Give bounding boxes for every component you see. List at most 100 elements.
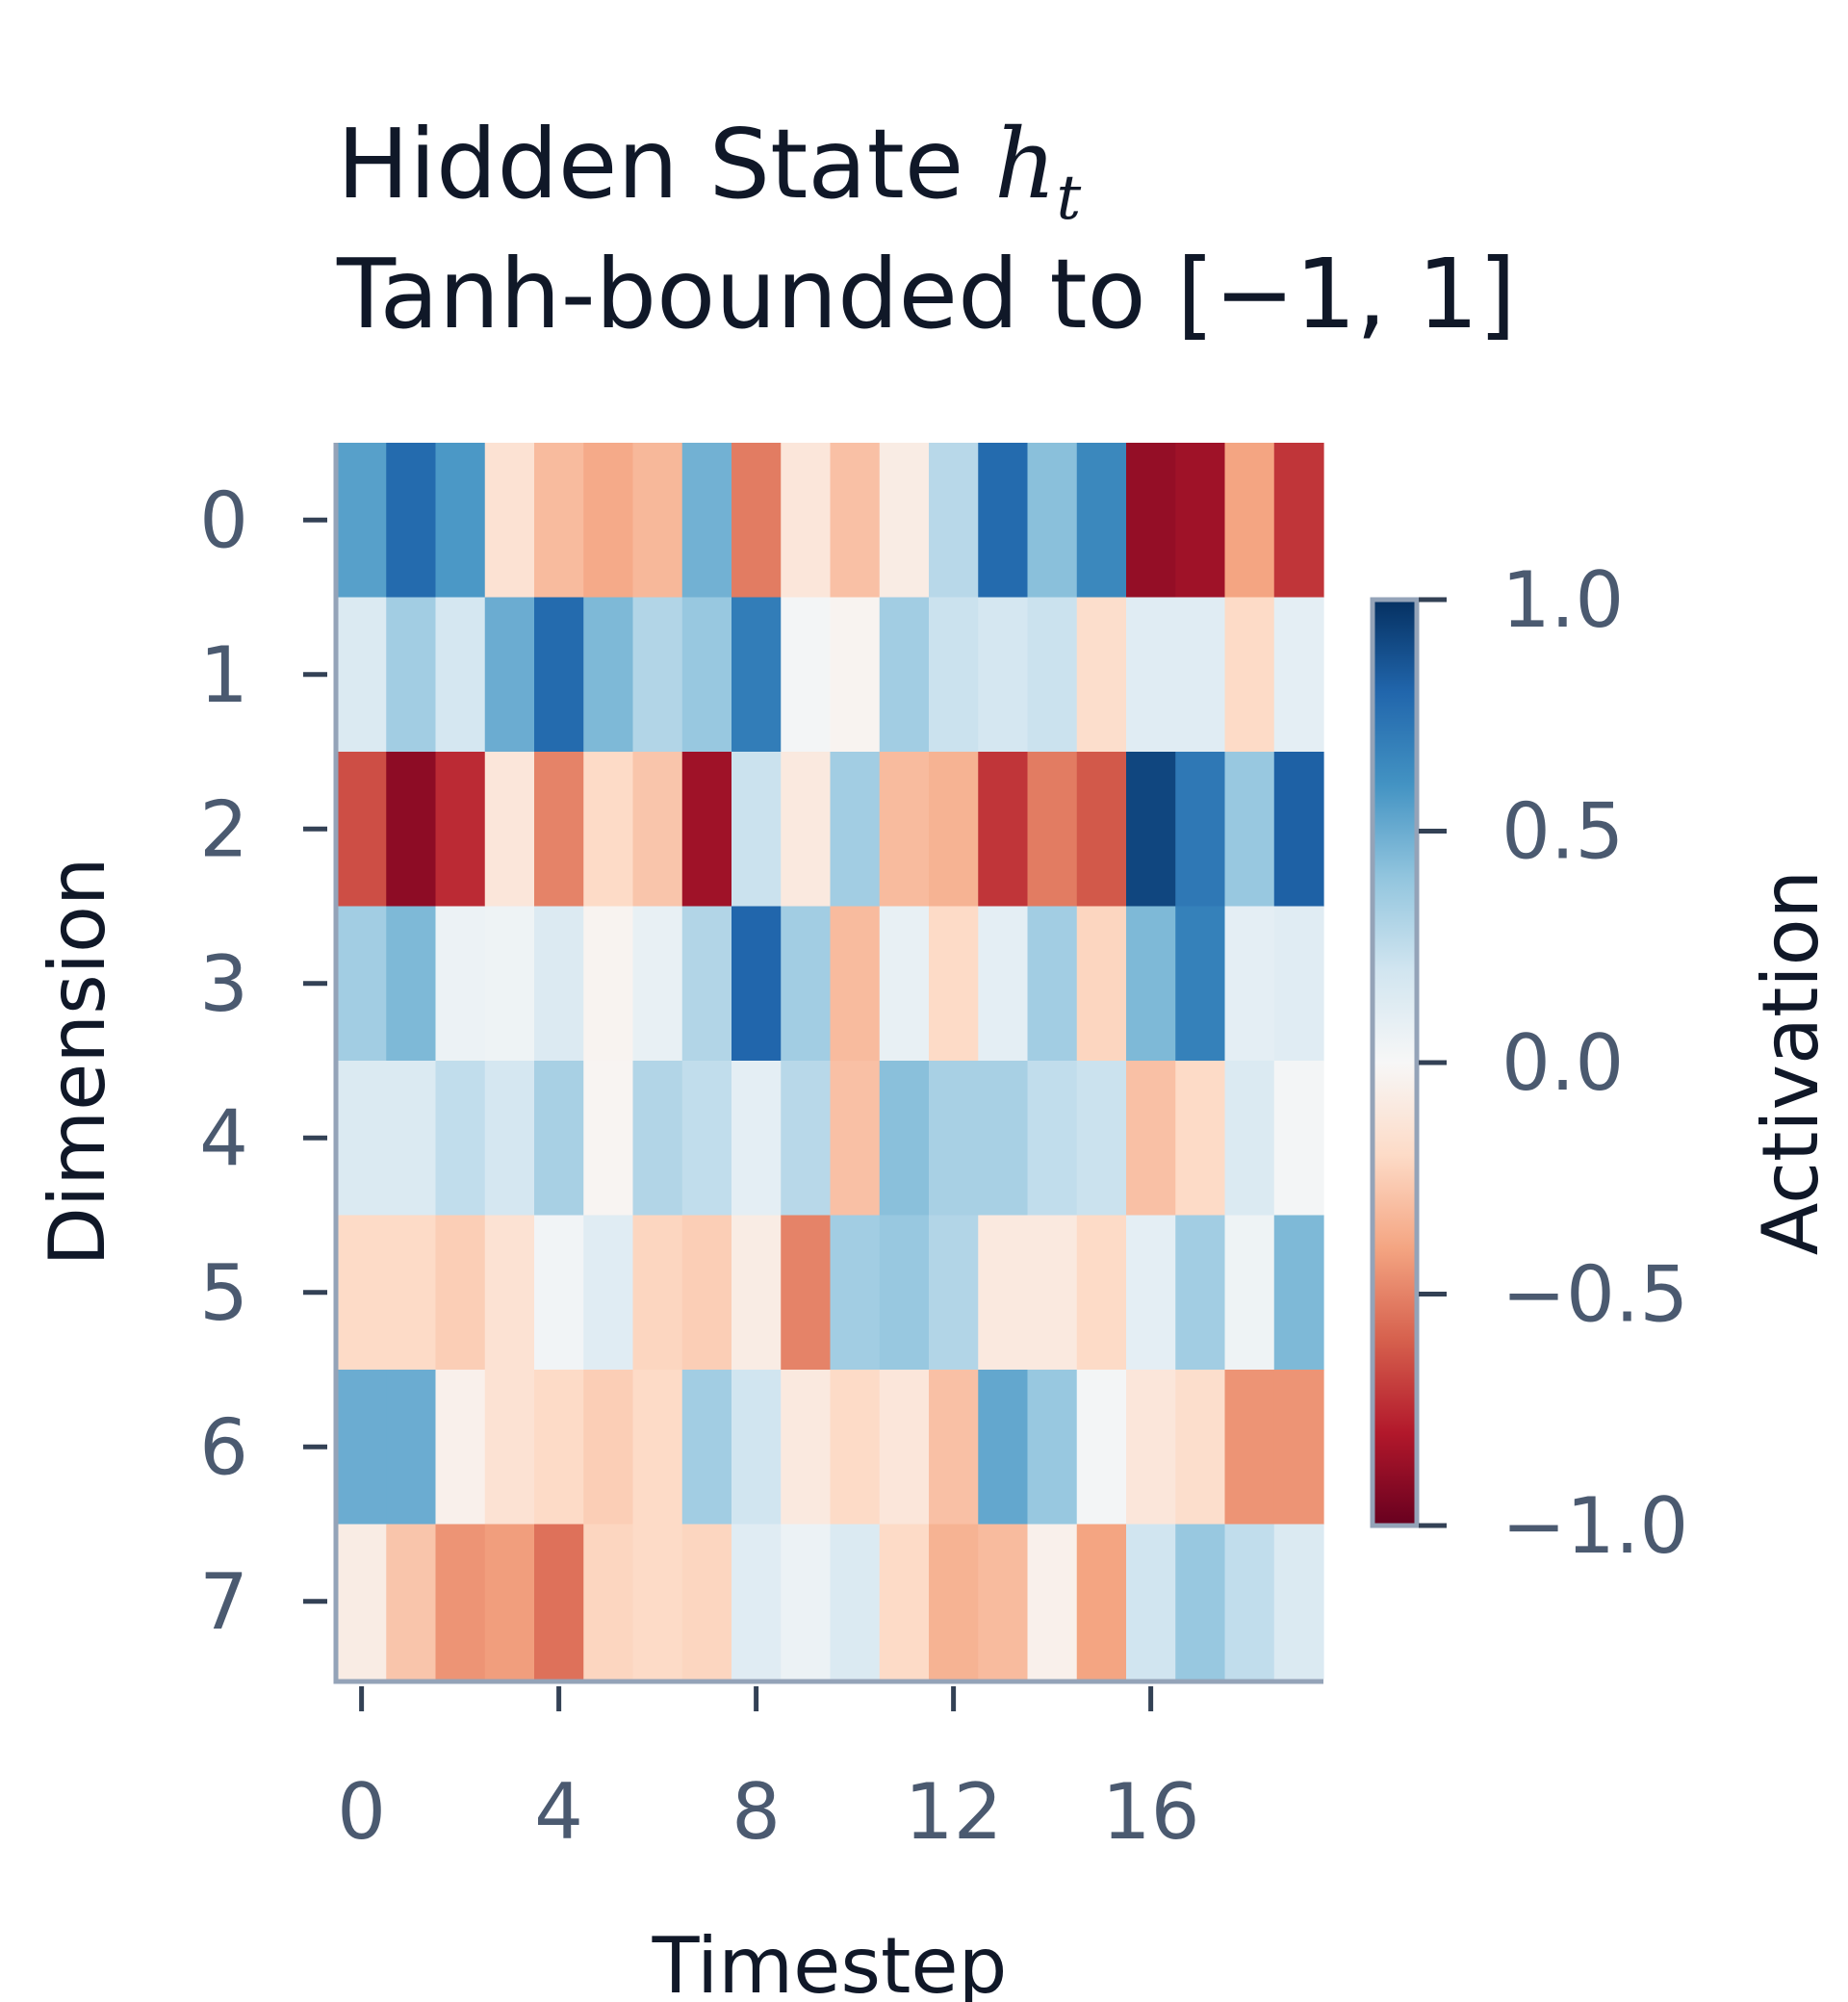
heatmap-cell <box>1224 1061 1275 1217</box>
heatmap-cell <box>337 1215 387 1371</box>
chart-title-math-sub: t <box>1057 163 1082 234</box>
heatmap-cell <box>681 1524 732 1680</box>
heatmap-cell <box>484 752 535 908</box>
heatmap-cell <box>1076 1215 1127 1371</box>
heatmap-cells <box>337 443 1324 1680</box>
heatmap-cell <box>1175 906 1226 1062</box>
heatmap-cell <box>929 443 979 599</box>
heatmap-cell <box>386 1524 437 1680</box>
heatmap-cell <box>386 1061 437 1217</box>
heatmap-cell <box>1273 1061 1324 1217</box>
heatmap-cell <box>1126 1524 1176 1680</box>
heatmap-cell <box>583 752 634 908</box>
y-tick-label: 7 <box>199 1557 248 1647</box>
y-axis-label: Dimension <box>33 857 122 1266</box>
heatmap-cell <box>781 443 832 599</box>
heatmap-cell <box>1126 1061 1176 1217</box>
y-tick-label: 1 <box>199 630 248 720</box>
heatmap-cell <box>632 906 683 1062</box>
heatmap-cell <box>978 443 1029 599</box>
colorbar-tick-label: 0.0 <box>1502 1018 1624 1108</box>
heatmap-cell <box>732 443 782 599</box>
colorbar-ticks: 1.0 0.5 0.0 −0.5 −1.0 <box>1419 555 1688 1571</box>
heatmap-cell <box>632 1370 683 1526</box>
heatmap-cell <box>879 1370 930 1526</box>
heatmap-cell <box>929 906 979 1062</box>
heatmap-cell <box>879 1524 930 1680</box>
heatmap-cell <box>632 1215 683 1371</box>
heatmap-cell <box>781 1061 832 1217</box>
heatmap-cell <box>1273 1524 1324 1680</box>
heatmap-cell <box>732 906 782 1062</box>
heatmap-cell <box>1027 906 1078 1062</box>
heatmap-cell <box>929 1524 979 1680</box>
heatmap-cell <box>386 597 437 753</box>
heatmap-cell <box>732 1524 782 1680</box>
heatmap-cell <box>1224 1215 1275 1371</box>
heatmap-cell <box>484 1524 535 1680</box>
y-tick-label: 5 <box>199 1248 248 1338</box>
heatmap-cell <box>1027 1061 1078 1217</box>
heatmap-cell <box>1126 1370 1176 1526</box>
heatmap-cell <box>879 752 930 908</box>
heatmap-cell <box>1273 1370 1324 1526</box>
heatmap-cell <box>386 1215 437 1371</box>
heatmap-cell <box>632 597 683 753</box>
heatmap-cell <box>830 1215 881 1371</box>
heatmap-cell <box>484 1370 535 1526</box>
heatmap-cell <box>337 1370 387 1526</box>
y-axis-ticks: 0 1 2 3 4 5 6 7 <box>199 475 327 1647</box>
heatmap-cell <box>1273 597 1324 753</box>
heatmap-cell <box>929 752 979 908</box>
heatmap-cell <box>386 906 437 1062</box>
heatmap-cell <box>435 752 486 908</box>
heatmap-cell <box>1027 752 1078 908</box>
heatmap-cell <box>929 1215 979 1371</box>
heatmap-cell <box>1076 1524 1127 1680</box>
heatmap-cell <box>534 906 584 1062</box>
heatmap-cell <box>1027 443 1078 599</box>
heatmap-cell <box>632 1061 683 1217</box>
colorbar-tick-label: −0.5 <box>1502 1250 1688 1340</box>
chart-title-math: h <box>994 108 1056 220</box>
heatmap-cell <box>1224 597 1275 753</box>
heatmap-cell <box>435 1061 486 1217</box>
heatmap-cell <box>386 443 437 599</box>
heatmap-cell <box>681 752 732 908</box>
heatmap-cell <box>1076 752 1127 908</box>
heatmap-cell <box>781 752 832 908</box>
heatmap-cell <box>781 1215 832 1371</box>
x-tick-label: 16 <box>1102 1767 1200 1857</box>
heatmap-cell <box>681 906 732 1062</box>
heatmap-cell <box>879 906 930 1062</box>
heatmap-cell <box>435 1370 486 1526</box>
heatmap-cell <box>583 1061 634 1217</box>
heatmap-cell <box>681 597 732 753</box>
heatmap-cell <box>337 1524 387 1680</box>
colorbar <box>1370 597 1420 1528</box>
heatmap-cell <box>879 1061 930 1217</box>
heatmap-cell <box>978 906 1029 1062</box>
x-axis-label: Timestep <box>652 1921 1008 2002</box>
heatmap-cell <box>1126 752 1176 908</box>
heatmap-cell <box>337 443 387 599</box>
heatmap-cell <box>732 1215 782 1371</box>
heatmap-cell <box>681 1370 732 1526</box>
heatmap-cell <box>978 1061 1029 1217</box>
x-axis-ticks: 0 4 8 12 16 <box>337 1686 1200 1857</box>
heatmap-cell <box>1076 906 1127 1062</box>
heatmap-cell <box>830 1061 881 1217</box>
heatmap-cell <box>534 443 584 599</box>
x-tick-label: 0 <box>337 1767 386 1857</box>
heatmap-cell <box>781 906 832 1062</box>
heatmap-cell <box>435 906 486 1062</box>
x-tick-label: 12 <box>905 1767 1003 1857</box>
heatmap-cell <box>1126 1215 1176 1371</box>
heatmap-cell <box>583 906 634 1062</box>
y-tick-label: 4 <box>199 1093 248 1183</box>
heatmap-cell <box>830 1370 881 1526</box>
heatmap-cell <box>1076 443 1127 599</box>
x-tick-label: 4 <box>534 1767 583 1857</box>
heatmap-cell <box>1224 1370 1275 1526</box>
